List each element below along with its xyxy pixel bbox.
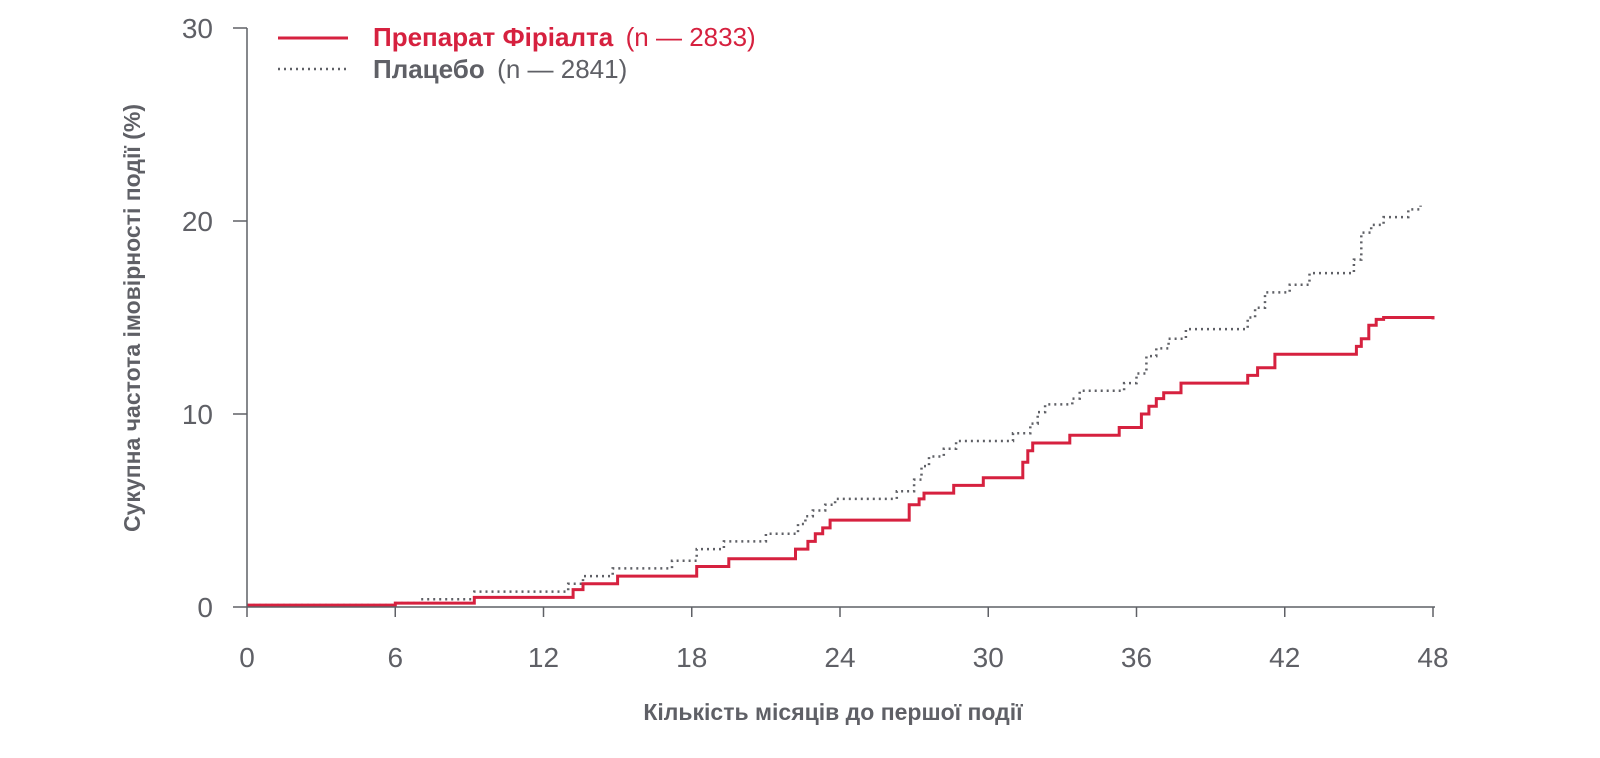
legend-entry-placebo: Плацебо (n — 2841) [278, 54, 627, 84]
x-tick-label-0: 0 [239, 642, 255, 673]
series-line-firialta [247, 316, 1435, 607]
y-axis-title: Сукупна частота імовірності події (%) [119, 104, 145, 532]
x-tick-label-18: 18 [676, 642, 707, 673]
x-tick-label-30: 30 [973, 642, 1004, 673]
x-tick-label-12: 12 [528, 642, 559, 673]
legend-name-firialta: Препарат Фіріалта [373, 22, 614, 52]
legend-label-firialta: Препарат Фіріалта (n — 2833) [373, 22, 756, 52]
x-tick-label-48: 48 [1417, 642, 1448, 673]
y-tick-label-30: 30 [182, 13, 213, 44]
x-tick-label-42: 42 [1269, 642, 1300, 673]
legend-label-placebo: Плацебо (n — 2841) [373, 54, 627, 84]
legend-n-placebo: (n — 2841) [497, 54, 627, 84]
y-tick-label-0: 0 [197, 592, 213, 623]
x-axis: 0 6 12 18 24 30 36 42 48 [239, 606, 1449, 673]
x-tick-label-6: 6 [387, 642, 403, 673]
y-tick-label-10: 10 [182, 399, 213, 430]
series-line-placebo [247, 205, 1422, 607]
plot-area [247, 205, 1435, 607]
y-tick-label-20: 20 [182, 206, 213, 237]
legend-name-placebo: Плацебо [373, 54, 485, 84]
legend-n-firialta: (n — 2833) [626, 22, 756, 52]
x-axis-title: Кількість місяців до першої події [643, 699, 1023, 725]
x-tick-label-24: 24 [824, 642, 855, 673]
legend-entry-firialta: Препарат Фіріалта (n — 2833) [278, 22, 756, 52]
y-axis: 0 10 20 30 [182, 13, 248, 623]
legend: Препарат Фіріалта (n — 2833) Плацебо (n … [278, 22, 756, 84]
series-lines [247, 205, 1435, 607]
x-tick-label-36: 36 [1121, 642, 1152, 673]
